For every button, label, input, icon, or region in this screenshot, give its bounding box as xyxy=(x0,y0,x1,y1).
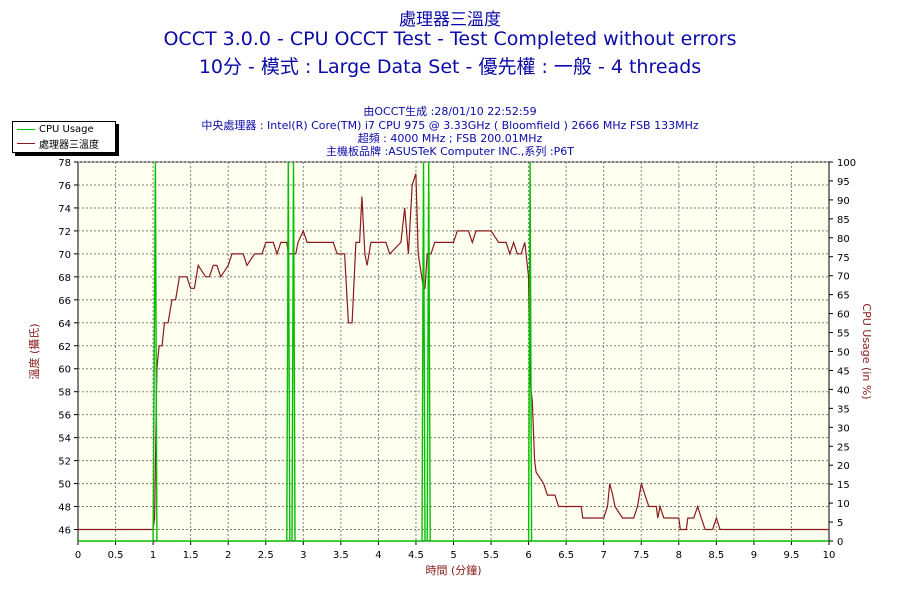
y-left-tick-label: 52 xyxy=(58,457,71,468)
y-right-tick-label: 20 xyxy=(837,461,850,472)
x-tick-label: 0.5 xyxy=(108,550,124,561)
y-left-tick-label: 62 xyxy=(58,342,71,353)
y-right-tick-label: 50 xyxy=(837,348,850,359)
y-right-tick-label: 40 xyxy=(837,385,850,396)
x-tick-label: 0 xyxy=(75,550,81,561)
series-line-temperature xyxy=(78,173,829,531)
x-tick-label: 3 xyxy=(300,550,306,561)
x-tick-label: 8 xyxy=(676,550,682,561)
x-tick-label: 4 xyxy=(375,550,381,561)
legend-item-temperature: 處理器三溫度 xyxy=(17,137,99,151)
chart-subtitle-2: 10分 - 模式 : Large Data Set - 優先權 : 一般 - 4… xyxy=(198,56,702,78)
y-right-tick-label: 85 xyxy=(837,215,850,226)
y-right-tick-label: 60 xyxy=(837,310,850,321)
x-tick-label: 2.5 xyxy=(258,550,274,561)
y-right-tick-label: 90 xyxy=(837,196,850,207)
y-left-tick-label: 66 xyxy=(58,296,71,307)
y-left-tick-label: 60 xyxy=(58,365,71,376)
y-right-tick-label: 25 xyxy=(837,442,850,453)
x-tick-label: 7 xyxy=(601,550,607,561)
y-right-tick-label: 15 xyxy=(837,480,850,491)
y-left-tick-label: 70 xyxy=(58,250,71,261)
y-right-tick-label: 45 xyxy=(837,366,850,377)
y-right-axis-title: CPU Usage (in %) xyxy=(860,303,873,399)
legend-swatch-cpu-usage xyxy=(17,129,35,130)
y-right-tick-label: 5 xyxy=(837,518,843,529)
x-tick-label: 6.5 xyxy=(558,550,574,561)
y-left-tick-label: 48 xyxy=(58,503,71,514)
x-tick-label: 1.5 xyxy=(183,550,199,561)
x-tick-label: 8.5 xyxy=(708,550,724,561)
y-left-tick-label: 74 xyxy=(58,204,71,215)
y-left-tick-label: 46 xyxy=(58,526,71,537)
x-tick-label: 1 xyxy=(150,550,156,561)
y-right-tick-label: 75 xyxy=(837,253,850,264)
y-left-tick-label: 68 xyxy=(58,273,71,284)
y-right-tick-label: 30 xyxy=(837,423,850,434)
y-right-tick-label: 100 xyxy=(837,158,856,169)
legend-swatch-temperature xyxy=(17,143,35,144)
y-right-tick-label: 0 xyxy=(837,537,843,548)
chart-subtitle: OCCT 3.0.0 - CPU OCCT Test - Test Comple… xyxy=(163,28,737,50)
legend-item-cpu-usage: CPU Usage xyxy=(17,123,94,136)
series-line-cpu-usage xyxy=(78,161,829,542)
y-left-tick-label: 54 xyxy=(58,434,71,445)
y-left-tick-label: 64 xyxy=(58,319,71,330)
legend-label-cpu-usage: CPU Usage xyxy=(39,124,94,135)
x-tick-label: 7.5 xyxy=(633,550,649,561)
x-tick-label: 3.5 xyxy=(333,550,349,561)
x-tick-label: 4.5 xyxy=(408,550,424,561)
x-tick-label: 2 xyxy=(225,550,231,561)
x-tick-label: 9.5 xyxy=(783,550,799,561)
y-right-tick-label: 70 xyxy=(837,272,850,283)
y-right-tick-label: 55 xyxy=(837,329,850,340)
x-axis-title: 時間 (分鐘) xyxy=(425,563,481,577)
x-tick-label: 5 xyxy=(450,550,456,561)
y-right-tick-label: 35 xyxy=(837,404,850,415)
legend: CPU Usage 處理器三溫度 xyxy=(12,121,116,153)
x-tick-label: 9 xyxy=(751,550,757,561)
x-tick-label: 5.5 xyxy=(483,550,499,561)
y-left-tick-label: 56 xyxy=(58,411,71,422)
x-tick-label: 10 xyxy=(823,550,836,561)
y-left-tick-label: 72 xyxy=(58,227,71,238)
chart-title: 處理器三溫度 xyxy=(399,10,501,30)
meta-motherboard: 主機板品牌 :ASUSTeK Computer INC.,系列 :P6T xyxy=(326,145,574,158)
y-left-tick-label: 76 xyxy=(58,181,71,192)
y-left-tick-label: 50 xyxy=(58,480,71,491)
meta-cpu: 中央處理器 : Intel(R) Core(TM) i7 CPU 975 @ 3… xyxy=(201,119,699,132)
y-left-tick-label: 78 xyxy=(58,158,71,169)
y-right-tick-label: 95 xyxy=(837,177,850,188)
y-right-tick-label: 80 xyxy=(837,234,850,245)
y-left-tick-label: 58 xyxy=(58,388,71,399)
x-tick-label: 6 xyxy=(525,550,531,561)
y-left-axis-title: 溫度 (攝氏) xyxy=(27,323,41,379)
meta-timestamp: 由OCCT生成 :28/01/10 22:52:59 xyxy=(363,105,537,118)
y-right-tick-label: 65 xyxy=(837,291,850,302)
y-right-tick-label: 10 xyxy=(837,499,850,510)
legend-label-temperature: 處理器三溫度 xyxy=(39,140,99,151)
meta-overclock: 超頻 : 4000 MHz ; FSB 200.01MHz xyxy=(357,132,543,145)
